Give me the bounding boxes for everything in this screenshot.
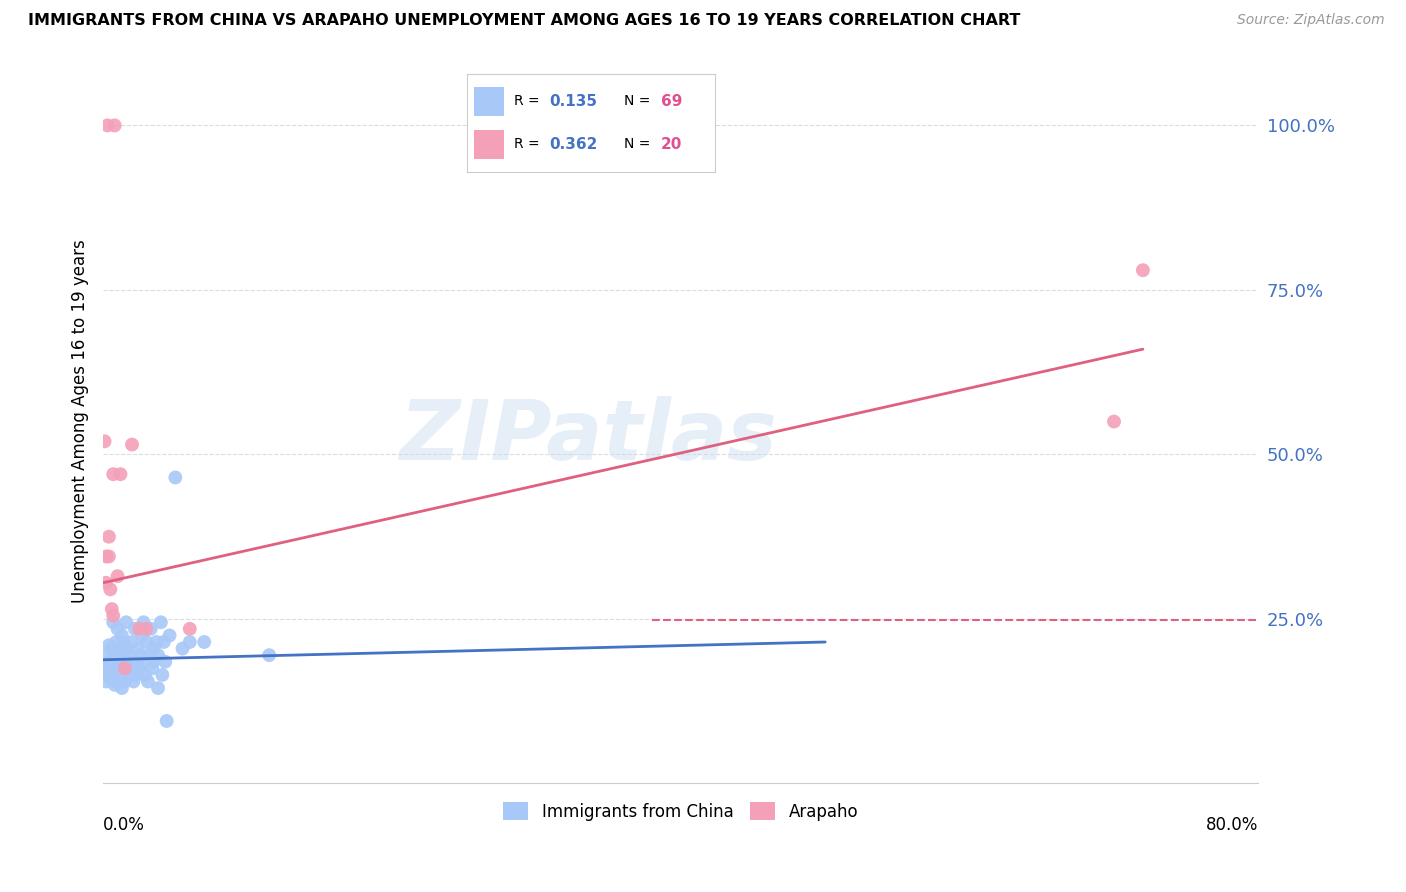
Point [98,671,121,685]
Point [127,641,149,656]
Point [124,622,146,636]
Point [105,674,128,689]
Point [111,628,134,642]
Point [114,661,136,675]
Point [96,648,118,662]
Point [96,665,118,679]
Point [111,681,134,695]
Point [112,655,135,669]
Point [179,635,201,649]
Point [129,648,152,662]
Point [101,668,124,682]
Point [97,530,120,544]
Point [107,622,129,636]
Point [135,635,157,649]
Point [132,615,155,630]
Point [110,648,132,662]
Point [108,641,131,656]
Point [172,641,194,656]
Point [115,641,138,656]
Point [104,678,127,692]
Point [115,615,138,630]
Point [103,467,125,482]
Point [139,622,162,636]
Point [124,655,146,669]
Point [105,635,128,649]
Text: ZIPatlas: ZIPatlas [399,395,778,476]
Point [93,434,115,449]
Point [142,641,165,656]
Point [156,714,179,728]
Point [103,615,125,630]
Point [135,622,157,636]
Point [150,668,173,682]
Point [193,635,215,649]
Point [132,655,155,669]
Point [118,648,141,662]
Point [128,622,150,636]
Point [121,437,143,451]
Point [108,661,131,675]
Point [107,655,129,669]
Point [142,655,165,669]
Point [107,569,129,583]
Point [138,648,160,662]
Legend: Immigrants from China, Arapaho: Immigrants from China, Arapaho [496,796,865,827]
Point [128,661,150,675]
Point [121,635,143,649]
Text: 80.0%: 80.0% [1206,816,1258,834]
Point [145,635,167,649]
Point [136,674,159,689]
Point [134,668,156,682]
Point [93,661,115,675]
Point [1132,263,1154,277]
Point [141,661,163,675]
Point [94,674,117,689]
Text: 0.0%: 0.0% [103,816,145,834]
Point [98,582,121,597]
Point [117,655,139,669]
Point [131,628,153,642]
Point [103,608,125,623]
Point [159,628,181,642]
Point [110,668,132,682]
Point [101,602,124,616]
Point [118,668,141,682]
Point [104,119,127,133]
Point [152,635,174,649]
Point [93,658,115,673]
Point [96,119,118,133]
Point [94,575,117,590]
Point [114,674,136,689]
Point [104,648,127,662]
Point [165,470,187,484]
Point [179,622,201,636]
Text: Source: ZipAtlas.com: Source: ZipAtlas.com [1237,13,1385,28]
Point [146,681,169,695]
Point [98,655,121,669]
Point [97,638,120,652]
Point [257,648,280,662]
Point [146,648,169,662]
Point [103,661,125,675]
Point [155,655,177,669]
Point [97,661,120,675]
Point [110,467,132,482]
Text: IMMIGRANTS FROM CHINA VS ARAPAHO UNEMPLOYMENT AMONG AGES 16 TO 19 YEARS CORRELAT: IMMIGRANTS FROM CHINA VS ARAPAHO UNEMPLO… [28,13,1021,29]
Point [94,665,117,679]
Point [101,641,124,656]
Point [120,661,142,675]
Point [149,615,172,630]
Y-axis label: Unemployment Among Ages 16 to 19 years: Unemployment Among Ages 16 to 19 years [72,240,89,603]
Point [125,668,148,682]
Point [94,549,117,564]
Point [114,661,136,675]
Point [97,549,120,564]
Point [122,674,145,689]
Point [1102,415,1125,429]
Point [112,635,135,649]
